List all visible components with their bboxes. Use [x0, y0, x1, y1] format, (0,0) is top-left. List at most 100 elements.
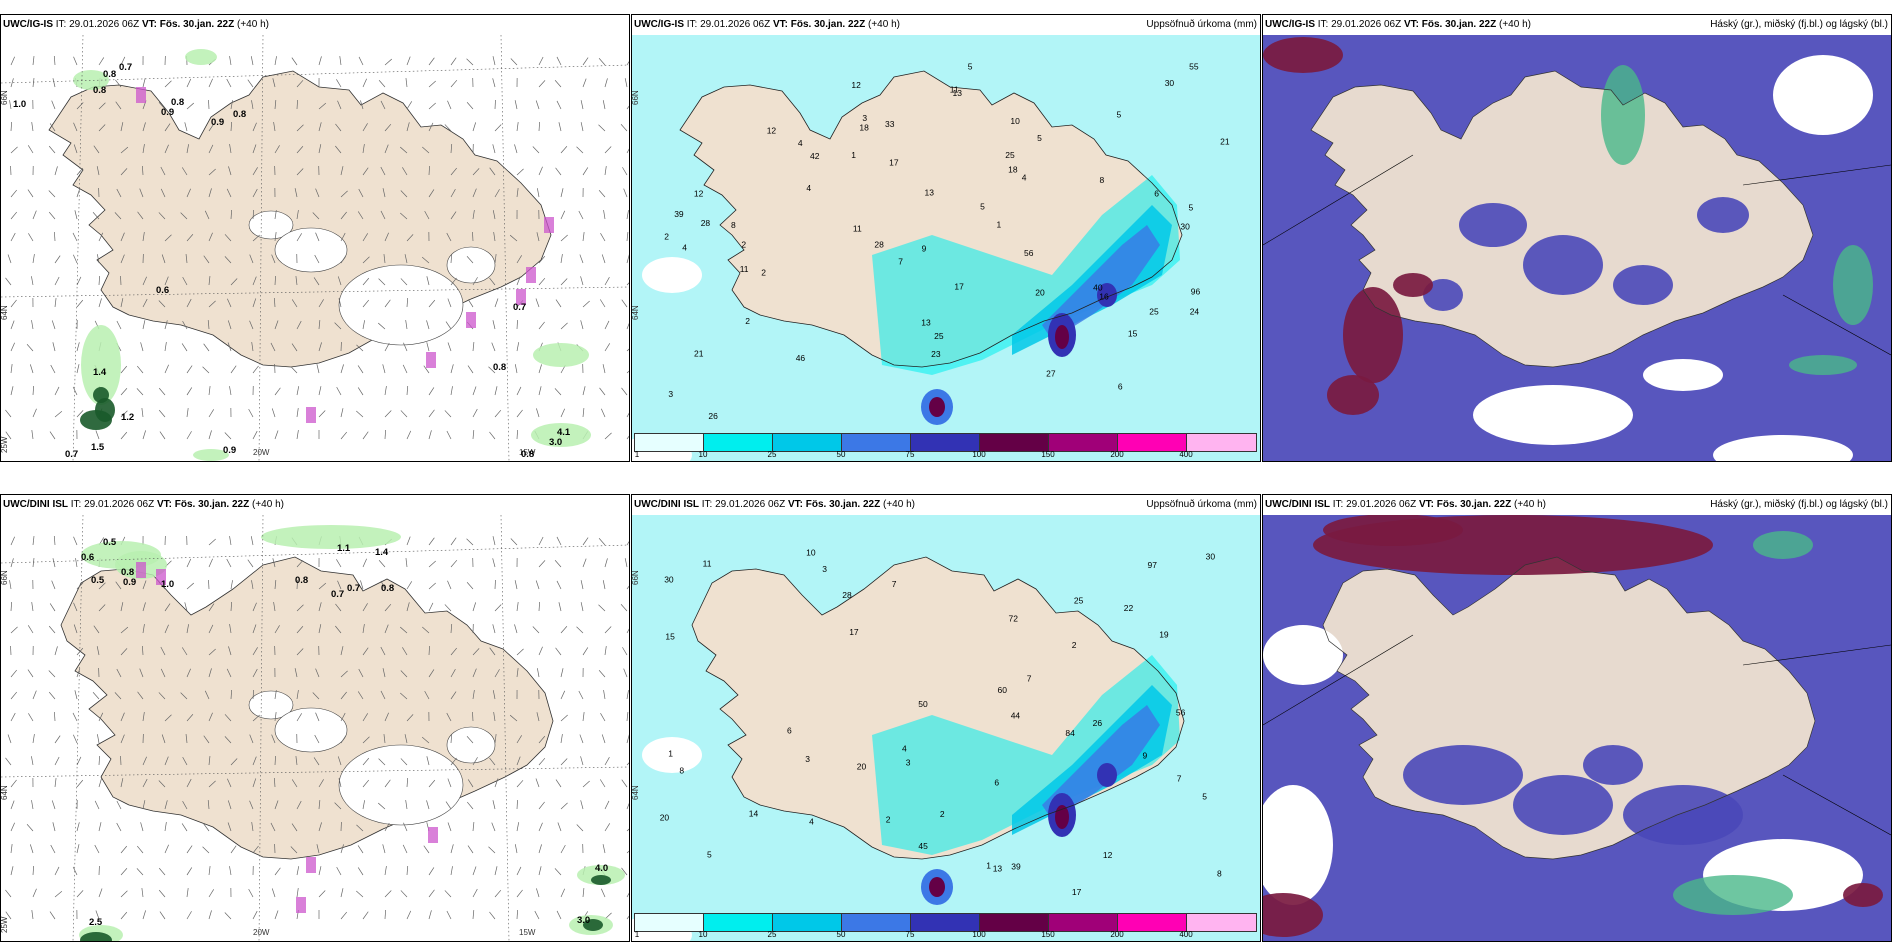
wind-barb [602, 100, 606, 110]
wind-barb [622, 167, 628, 176]
low-cloud-area [1403, 745, 1523, 805]
wind-barb [450, 254, 453, 264]
wind-barb [207, 800, 210, 810]
wind-barb [406, 866, 409, 876]
wind-barb [136, 365, 144, 374]
wind-barb [402, 647, 408, 656]
wind-barb [229, 144, 232, 154]
wind-barb [556, 100, 562, 110]
wind-barb [270, 342, 276, 352]
wind-barb [73, 624, 78, 634]
wind-barb [252, 209, 255, 220]
wind-value: 0.8 [121, 567, 134, 578]
wind-barb [626, 803, 629, 810]
wind-barb [164, 123, 171, 132]
wind-barb [92, 692, 100, 700]
wind-barb [362, 713, 369, 722]
vt-label: VT: [141, 19, 157, 30]
wind-barb [274, 580, 277, 590]
wind-barb [312, 692, 320, 700]
wind-barb [274, 800, 279, 810]
panel-header: UWC/DINI ISL IT: 29.01.2026 06Z VT: Fös.… [632, 495, 1260, 515]
wind-barb [142, 800, 146, 810]
wind-barb [184, 602, 188, 612]
wind-barb [335, 603, 342, 612]
wind-barb [185, 734, 188, 744]
wind-strong-area [296, 897, 306, 913]
wind-barb [10, 822, 15, 832]
precip-area-none [642, 737, 702, 773]
wind-barb [406, 536, 411, 546]
wind-value: 0.8 [103, 69, 116, 80]
wind-barb [291, 779, 298, 788]
wind-barb [51, 800, 56, 810]
wind-strong-area [426, 352, 436, 368]
wind-barb [362, 757, 370, 766]
wind-barb [295, 756, 298, 766]
wind-barb [142, 645, 144, 656]
wind-barb [446, 910, 452, 920]
it-label: IT: [1317, 19, 1329, 30]
wind-barb [405, 558, 408, 568]
wind-barb [274, 320, 279, 330]
lead-time: (+40 h) [252, 499, 284, 510]
panel-precip-row1: UWC/IG-IS IT: 29.01.2026 06Z VT: Fös. 30… [631, 14, 1261, 462]
wind-barb [164, 320, 168, 330]
precip-value: 5 [1202, 791, 1207, 801]
precip-value: 3 [822, 564, 827, 574]
wind-barb [626, 690, 629, 700]
wind-barb [494, 604, 502, 612]
precip-value: 21 [1220, 136, 1230, 146]
wind-barb [252, 668, 258, 678]
precip-map: 3221213567348121110157567284973060202625… [632, 515, 1260, 941]
wind-barb [32, 385, 35, 396]
wind-barb [142, 298, 148, 308]
wind-barb [98, 582, 106, 590]
wind-barb [274, 145, 280, 154]
wind-barb [186, 298, 192, 308]
wind-barb [318, 602, 322, 612]
wind-barb [491, 822, 496, 832]
wind-barb [204, 690, 210, 700]
wind-barb [602, 580, 606, 590]
wind-barb [626, 585, 629, 590]
grid-line [1, 544, 629, 564]
wind-barb [274, 56, 277, 66]
wind-barb [227, 298, 232, 308]
wind-barb [32, 558, 35, 568]
wind-barb [580, 100, 584, 110]
wind-barb [230, 278, 238, 286]
wind-barb [582, 780, 590, 788]
wind-barb [405, 78, 408, 88]
model-name: UWC/IG-IS [634, 19, 684, 30]
wind-barb [164, 276, 169, 286]
wind-barb [249, 800, 254, 810]
wind-barb [447, 100, 452, 110]
wind-barb [32, 536, 35, 546]
wind-barb [185, 254, 188, 264]
wind-barb [600, 233, 606, 242]
wind-barb [472, 690, 475, 700]
wind-barb [560, 254, 563, 264]
lat-label: 66N [632, 570, 640, 585]
wind-barb [31, 320, 34, 330]
wind-barb [579, 734, 584, 744]
precip-colorbar: 1 10 25 50 75 100 150 200 400 [632, 911, 1260, 941]
wind-barb [10, 386, 14, 396]
wind-barb [622, 647, 628, 656]
wind-barb [472, 231, 474, 242]
wind-barb [516, 319, 518, 330]
precip-area-100 [929, 397, 945, 417]
wind-barb [492, 210, 496, 220]
wind-barb [98, 57, 105, 66]
wind-barb [249, 734, 254, 744]
wind-barb [296, 430, 299, 440]
wind-barb [406, 602, 410, 612]
wind-barb [318, 866, 322, 876]
wind-value: 0.5 [103, 537, 117, 548]
wind-value: 3.0 [577, 915, 590, 926]
lon-label: 25W [1, 436, 9, 453]
low-cloud-area [1523, 235, 1603, 295]
wind-barb [158, 867, 166, 876]
